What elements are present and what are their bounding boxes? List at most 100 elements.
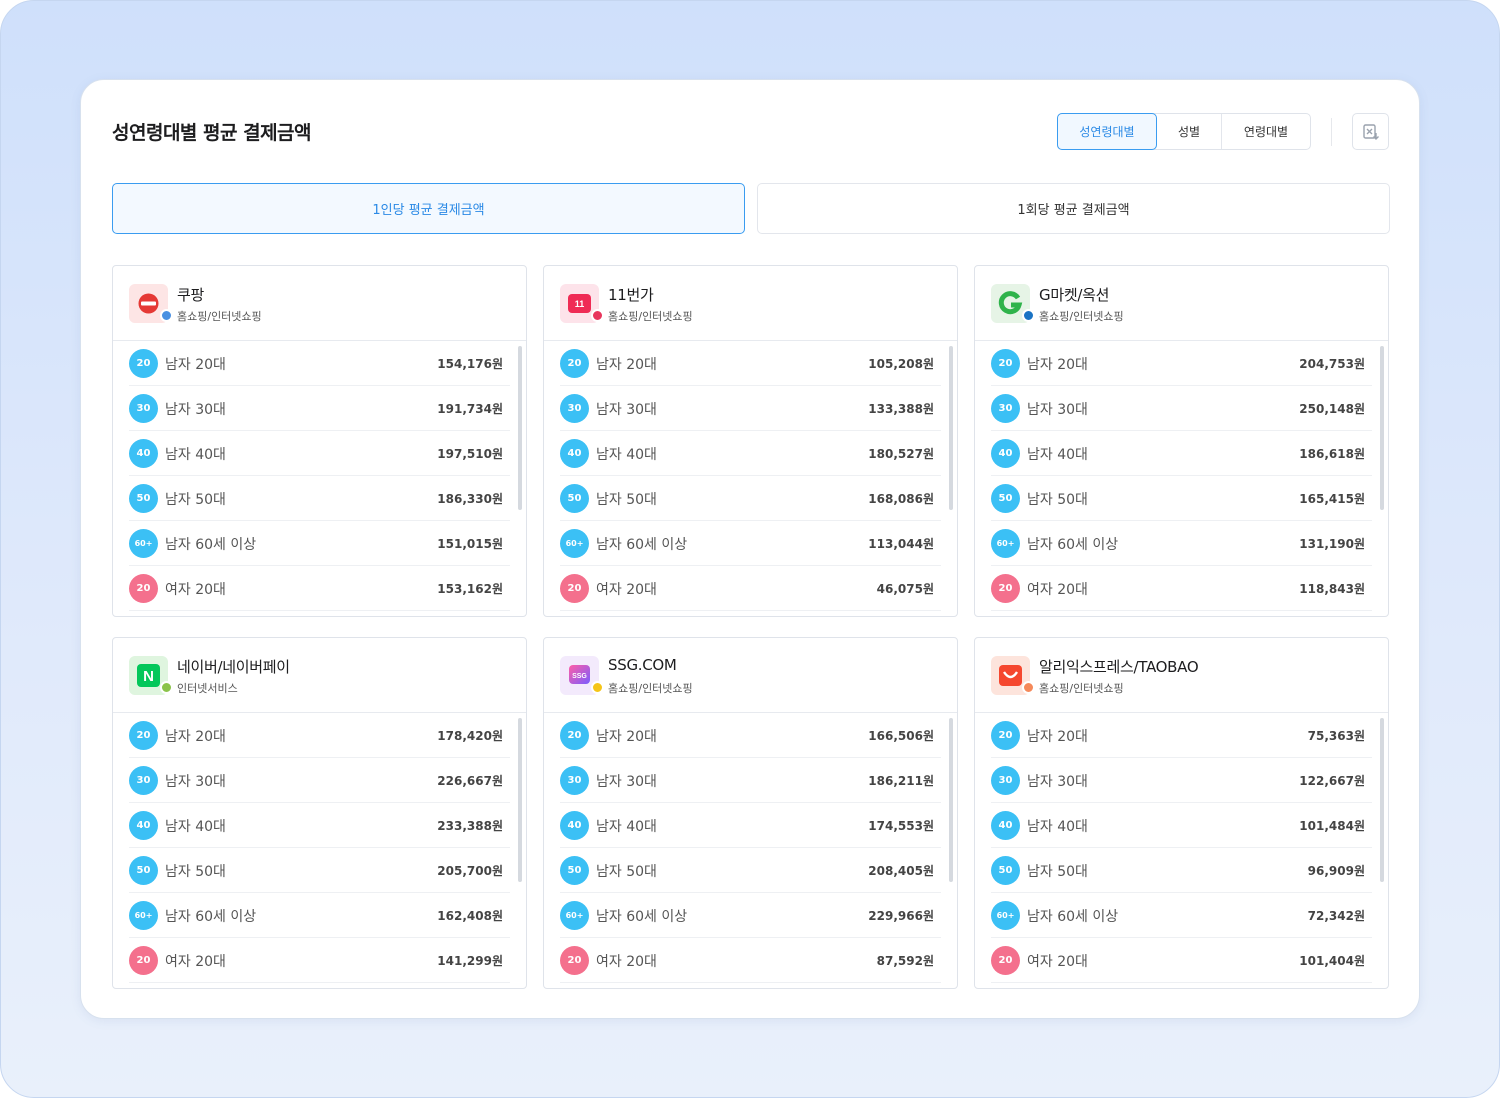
demographic-list[interactable]: 20 남자 20대 105,208원 30 남자 30대 133,388원 40 남자 40대… (544, 341, 957, 616)
segment-age-gender[interactable]: 성연령대별 (1057, 113, 1157, 150)
list-item: 60+ 남자 60세 이상 162,408원 (113, 893, 526, 938)
list-item: 60+ 남자 60세 이상 131,190원 (975, 521, 1388, 566)
list-scrollbar[interactable] (518, 346, 522, 510)
age-badge: 60+ (560, 901, 589, 930)
average-amount: 178,420원 (437, 729, 503, 743)
list-scrollbar[interactable] (949, 346, 953, 510)
demographic-label: 남자 30대 (1027, 401, 1088, 418)
merchant-category: 홈쇼핑/인터넷쇼핑 (177, 310, 262, 323)
demographic-label: 남자 60세 이상 (596, 536, 688, 553)
average-amount: 180,527원 (868, 447, 934, 461)
average-amount: 46,075원 (876, 582, 934, 596)
merchant-name: 11번가 (608, 286, 654, 304)
demographic-label: 남자 60세 이상 (1027, 908, 1119, 925)
merchant-name: 쿠팡 (177, 286, 205, 304)
age-badge: 30 (129, 394, 158, 423)
list-item: 50 남자 50대 205,700원 (113, 848, 526, 893)
merchant-card: 알리익스프레스/TAOBAO 홈쇼핑/인터넷쇼핑 20 남자 20대 75,363원 30… (974, 637, 1389, 989)
list-item: 60+ 남자 60세 이상 72,342원 (975, 893, 1388, 938)
average-amount: 75,363원 (1307, 729, 1365, 743)
svg-text:SSG: SSG (572, 673, 587, 680)
segment-age[interactable]: 연령대별 (1243, 125, 1289, 139)
demographic-label: 남자 40대 (165, 818, 226, 835)
list-item: 50 남자 50대 96,909원 (975, 848, 1388, 893)
list-item: 20 여자 20대 87,592원 (544, 938, 957, 983)
average-amount: 96,909원 (1307, 864, 1365, 878)
average-amount: 105,208원 (868, 357, 934, 371)
list-item: 40 남자 40대 233,388원 (113, 803, 526, 848)
average-amount: 174,553원 (868, 819, 934, 833)
list-scrollbar[interactable] (949, 718, 953, 882)
average-amount: 250,148원 (1299, 402, 1365, 416)
category-dot (160, 681, 173, 694)
category-dot (1022, 309, 1035, 322)
merchant-name: SSG.COM (608, 656, 677, 674)
average-amount: 229,966원 (868, 909, 934, 923)
list-item: 20 여자 20대 153,162원 (113, 566, 526, 611)
list-item: 20 남자 20대 166,506원 (544, 713, 957, 758)
demographic-label: 여자 20대 (165, 581, 226, 598)
list-scrollbar[interactable] (1380, 718, 1384, 882)
list-item: 30 남자 30대 250,148원 (975, 386, 1388, 431)
merchant-category: 홈쇼핑/인터넷쇼핑 (608, 682, 693, 695)
demographic-label: 여자 20대 (165, 953, 226, 970)
demographic-label: 여자 20대 (1027, 953, 1088, 970)
average-amount: 101,404원 (1299, 954, 1365, 968)
demographic-label: 남자 50대 (596, 491, 657, 508)
tab-per-person[interactable]: 1인당 평균 결제금액 (112, 183, 745, 234)
demographic-label: 남자 50대 (1027, 863, 1088, 880)
merchant-name: G마켓/옥션 (1039, 286, 1110, 304)
age-badge: 60+ (991, 901, 1020, 930)
average-amount: 133,388원 (868, 402, 934, 416)
stats-panel: 성연령대별 평균 결제금액 성연령대별 성별 연령대별 1인당 평균 결제금액 … (80, 79, 1420, 1019)
age-badge: 20 (991, 721, 1020, 750)
demographic-list[interactable]: 20 남자 20대 204,753원 30 남자 30대 250,148원 40 남자 40대… (975, 341, 1388, 616)
merchant-card-header: 알리익스프레스/TAOBAO 홈쇼핑/인터넷쇼핑 (975, 638, 1388, 713)
age-badge: 60+ (129, 901, 158, 930)
merchant-category: 홈쇼핑/인터넷쇼핑 (608, 310, 693, 323)
demographic-list[interactable]: 20 남자 20대 178,420원 30 남자 30대 226,667원 40 남자 40대… (113, 713, 526, 988)
average-amount: 131,190원 (1299, 537, 1365, 551)
age-badge: 40 (129, 811, 158, 840)
list-scrollbar[interactable] (1380, 346, 1384, 510)
tab-per-transaction[interactable]: 1회당 평균 결제금액 (757, 183, 1390, 234)
demographic-list[interactable]: 20 남자 20대 154,176원 30 남자 30대 191,734원 40 남자 40대… (113, 341, 526, 616)
demographic-list[interactable]: 20 남자 20대 75,363원 30 남자 30대 122,667원 40 남자 40대 1… (975, 713, 1388, 988)
merchant-card-header: G마켓/옥션 홈쇼핑/인터넷쇼핑 (975, 266, 1388, 341)
demographic-label: 남자 60세 이상 (165, 536, 257, 553)
merchant-name: 네이버/네이버페이 (177, 658, 290, 676)
naver-logo: N (129, 656, 168, 695)
average-amount: 87,592원 (876, 954, 934, 968)
age-badge: 60+ (129, 529, 158, 558)
list-item: 20 남자 20대 154,176원 (113, 341, 526, 386)
age-badge: 50 (560, 856, 589, 885)
age-badge: 40 (129, 439, 158, 468)
list-item: 30 남자 30대 191,734원 (113, 386, 526, 431)
list-item: 60+ 남자 60세 이상 151,015원 (113, 521, 526, 566)
demographic-label: 여자 20대 (596, 581, 657, 598)
excel-download-button[interactable] (1352, 113, 1389, 150)
svg-text:11: 11 (575, 299, 585, 309)
age-badge: 30 (560, 766, 589, 795)
average-amount: 113,044원 (868, 537, 934, 551)
list-item: 40 남자 40대 197,510원 (113, 431, 526, 476)
metric-tabs: 1인당 평균 결제금액 1회당 평균 결제금액 (112, 183, 1390, 234)
age-badge: 60+ (560, 529, 589, 558)
merchant-card: SSG SSG.COM 홈쇼핑/인터넷쇼핑 20 남자 20대 166,506원 30 남자 … (543, 637, 958, 989)
age-badge: 20 (991, 574, 1020, 603)
demographic-label: 남자 60세 이상 (596, 908, 688, 925)
demographic-list[interactable]: 20 남자 20대 166,506원 30 남자 30대 186,211원 40 남자 40대… (544, 713, 957, 988)
segment-gender[interactable]: 성별 (1157, 114, 1222, 149)
average-amount: 72,342원 (1307, 909, 1365, 923)
demographic-label: 남자 50대 (165, 863, 226, 880)
list-item: 30 남자 30대 226,667원 (113, 758, 526, 803)
age-badge: 50 (129, 484, 158, 513)
demographic-label: 여자 20대 (596, 953, 657, 970)
demographic-label: 남자 60세 이상 (165, 908, 257, 925)
list-scrollbar[interactable] (518, 718, 522, 882)
list-item: 40 남자 40대 186,618원 (975, 431, 1388, 476)
demographic-label: 남자 40대 (596, 818, 657, 835)
merchant-category: 인터넷서비스 (177, 682, 238, 695)
demographic-label: 남자 20대 (165, 728, 226, 745)
